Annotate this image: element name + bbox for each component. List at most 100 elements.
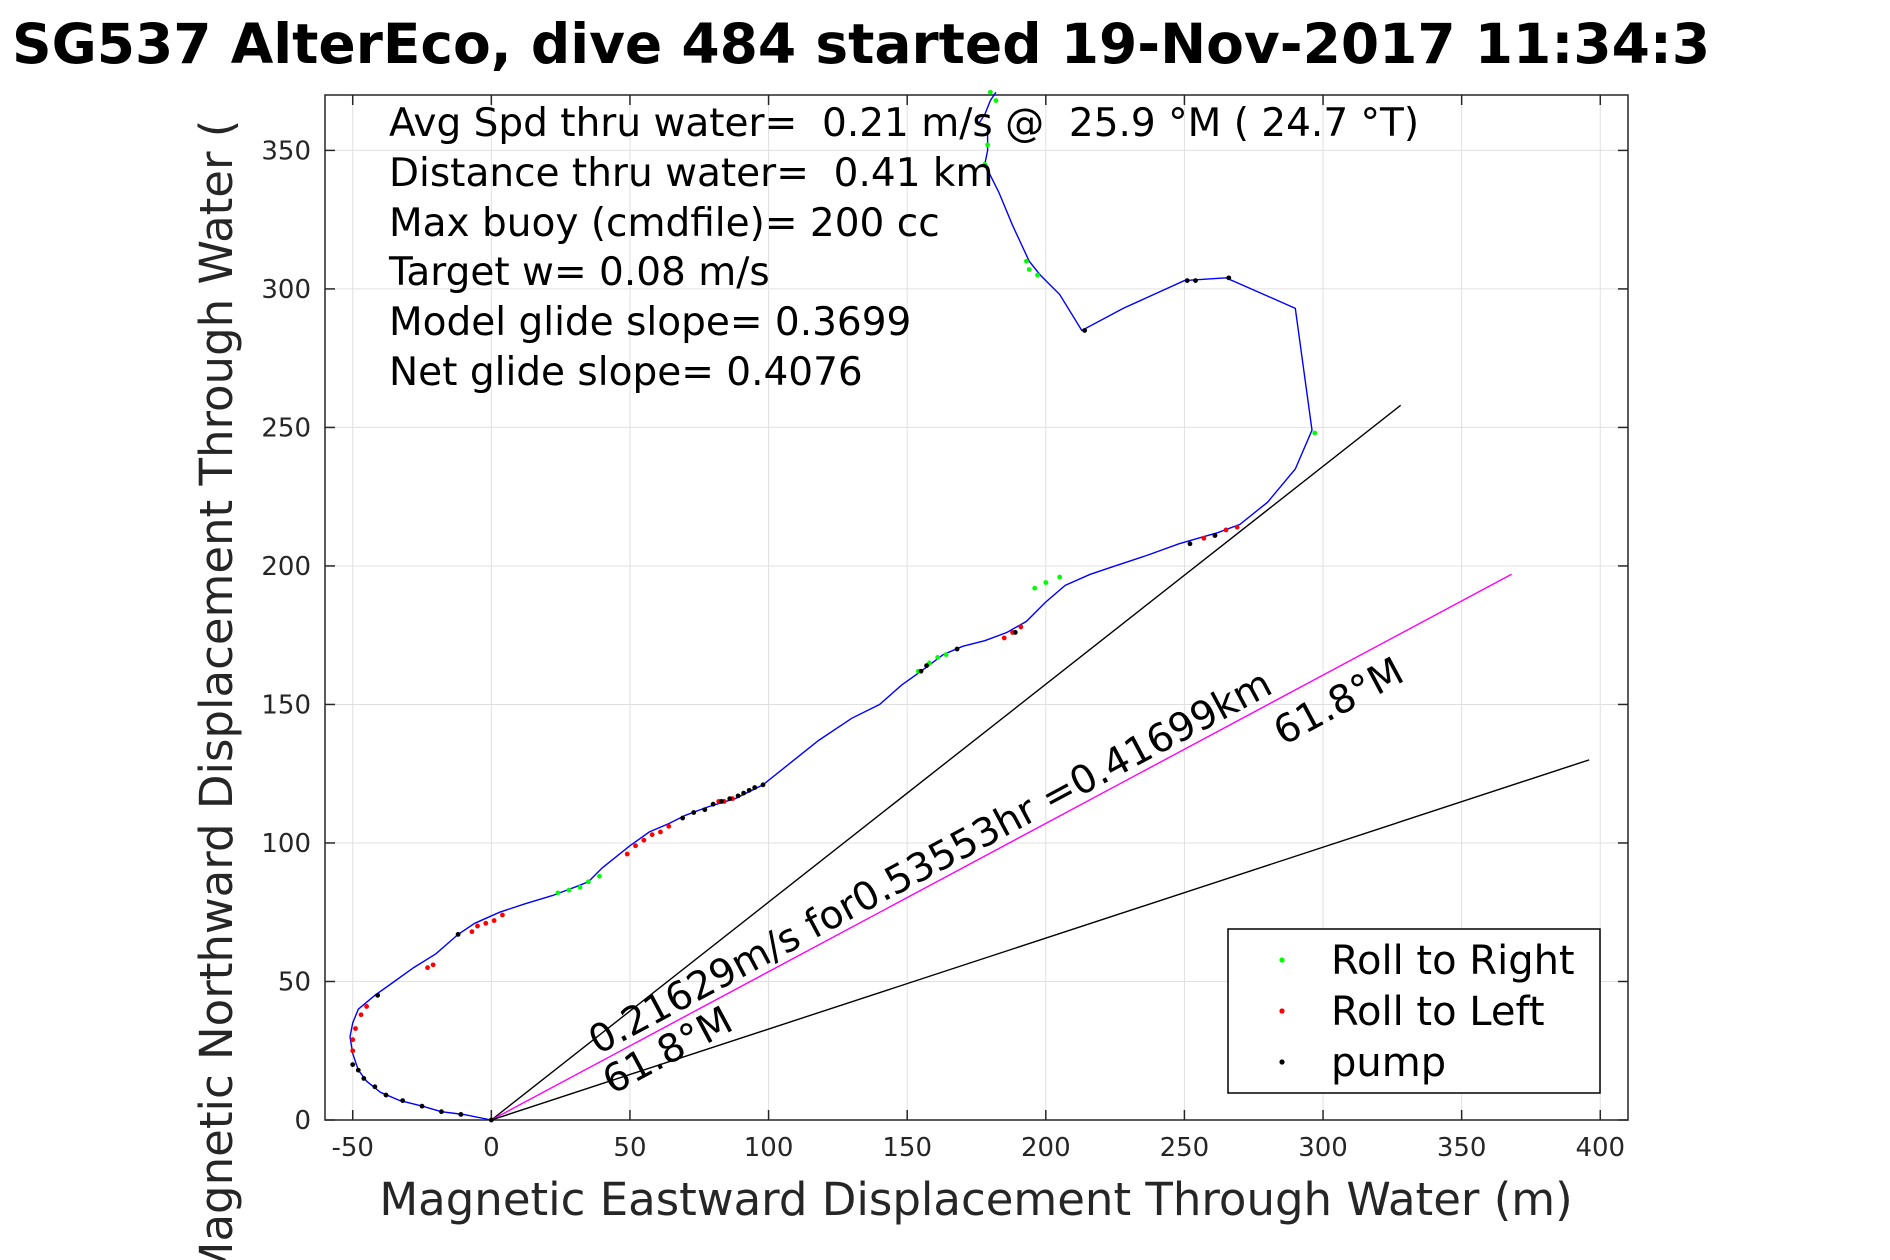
roll-left-point <box>358 1012 364 1018</box>
y-tick-label: 300 <box>261 275 311 305</box>
roll-left-point <box>475 923 480 929</box>
roll-left-point <box>430 962 436 968</box>
roll-left-point <box>658 829 663 835</box>
roll-right-point <box>982 161 988 167</box>
legend-label-roll-left: Roll to Left <box>1331 989 1545 1035</box>
roll-left-point <box>649 832 655 838</box>
pump-point <box>361 1076 367 1081</box>
pump-point <box>752 785 758 790</box>
pump-point <box>680 815 686 821</box>
pump-point <box>741 790 747 796</box>
legend: Roll to Right Roll to Left pump <box>1227 928 1601 1094</box>
x-axis-label: Magnetic Eastward Displacement Through W… <box>379 1173 1572 1226</box>
roll-right-point <box>935 654 941 660</box>
pump-point <box>924 663 929 669</box>
roll-left-point <box>350 1037 356 1043</box>
pump-point <box>760 782 766 788</box>
legend-box <box>1227 928 1601 1094</box>
roll-right-point <box>987 89 993 95</box>
pump-point <box>1187 541 1193 547</box>
legend-label-roll-right: Roll to Right <box>1331 938 1575 984</box>
roll-right-point <box>1035 272 1040 278</box>
pump-point <box>1012 630 1018 635</box>
pump-point <box>918 668 924 674</box>
roll-left-point <box>666 823 672 829</box>
x-tick-label: -50 <box>331 1133 373 1163</box>
roll-left-point <box>469 929 475 935</box>
roll-left-point <box>633 843 638 849</box>
y-tick-label: 250 <box>261 413 311 443</box>
pump-point <box>1184 278 1190 284</box>
roll-right-point <box>1032 585 1038 591</box>
y-tick-label: 350 <box>261 136 311 166</box>
pump-point <box>727 796 733 802</box>
roll-right-point <box>1057 574 1063 580</box>
y-tick-label: 0 <box>294 1106 311 1136</box>
legend-marker-pump <box>1279 1059 1285 1065</box>
legend-marker-roll-left <box>1279 1008 1285 1014</box>
pump-point <box>1212 533 1218 538</box>
info-target-w: Target w= 0.08 m/s <box>388 250 770 295</box>
roll-right-point <box>555 890 561 896</box>
points-layer <box>350 89 1318 1123</box>
roll-left-point <box>500 912 505 918</box>
roll-right-point <box>577 884 583 890</box>
pump-point <box>710 801 716 807</box>
y-tick-label: 100 <box>261 829 311 859</box>
x-tick-label: 400 <box>1575 1133 1625 1163</box>
pump-point <box>1193 278 1198 284</box>
roll-left-point <box>1234 524 1240 530</box>
pump-point <box>455 931 461 937</box>
roll-left-point <box>353 1026 358 1031</box>
info-max-buoy: Max buoy (cmdfile)= 200 cc <box>389 201 940 246</box>
current-vector-line <box>491 573 1512 1121</box>
pump-point <box>355 1067 361 1073</box>
x-tick-label: 100 <box>744 1133 794 1163</box>
x-tick-label: 200 <box>1021 1133 1071 1163</box>
pump-point <box>954 646 960 652</box>
reference-lower-line <box>491 759 1590 1121</box>
info-net-glide: Net glide slope= 0.4076 <box>389 350 863 395</box>
x-tick-label: 350 <box>1437 1133 1487 1163</box>
roll-left-point <box>483 920 489 926</box>
pump-point <box>691 810 697 815</box>
axes-box <box>324 94 1629 1121</box>
x-tick-label: 250 <box>1160 1133 1210 1163</box>
roll-left-point <box>491 918 497 923</box>
y-tick-label: 150 <box>261 690 311 720</box>
roll-left-point <box>1201 535 1207 541</box>
chart-title: SG537 AlterEco, dive 484 started 19-Nov-… <box>12 12 1710 76</box>
roll-left-point <box>350 1048 356 1054</box>
roll-right-point <box>566 887 572 893</box>
info-box: Avg Spd thru water= 0.21 m/s @ 25.9 °M (… <box>388 101 1419 395</box>
pump-point <box>735 793 741 799</box>
y-tick-label: 50 <box>278 967 311 997</box>
x-tick-label: 50 <box>613 1133 646 1163</box>
reference-upper-line <box>490 404 1402 1121</box>
roll-right-point <box>585 879 591 885</box>
roll-right-point <box>1043 580 1049 585</box>
roll-left-point <box>641 837 647 843</box>
roll-left-point <box>1223 527 1229 533</box>
pump-point <box>746 787 752 793</box>
x-tick-label: 300 <box>1298 1133 1348 1163</box>
pump-point <box>439 1109 444 1115</box>
pump-point <box>383 1092 389 1098</box>
roll-right-point <box>1024 258 1029 264</box>
roll-left-point <box>364 1004 369 1009</box>
roll-right-point <box>993 98 999 103</box>
info-avg-speed: Avg Spd thru water= 0.21 m/s @ 25.9 °M (… <box>389 101 1419 146</box>
pump-point <box>488 1117 494 1123</box>
pump-point <box>419 1103 425 1109</box>
info-distance: Distance thru water= 0.41 km <box>389 151 993 196</box>
roll-right-point <box>943 652 949 657</box>
x-tick-label: 0 <box>483 1133 500 1163</box>
pump-point <box>1226 275 1232 281</box>
roll-right-point <box>1312 430 1318 436</box>
roll-left-point <box>1018 624 1024 630</box>
legend-label-pump: pump <box>1331 1040 1446 1086</box>
roll-left-point <box>624 851 630 857</box>
roll-right-point <box>597 873 602 879</box>
roll-right-point <box>1026 267 1032 272</box>
